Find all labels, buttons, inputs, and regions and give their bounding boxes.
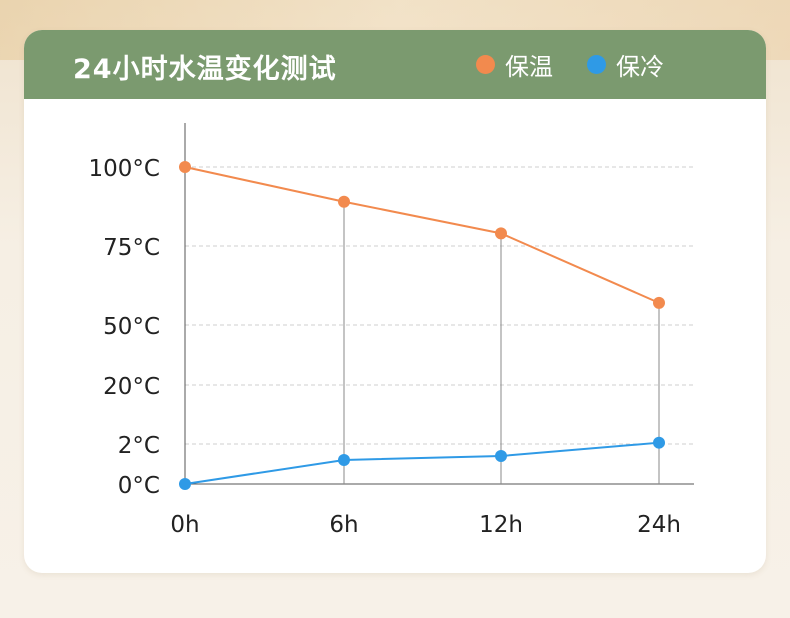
axis-layer [184,123,694,485]
legend-item-hot: 保温 [476,49,553,81]
legend-label-hot: 保温 [505,52,553,81]
data-point-cold [338,454,350,466]
series-layer [179,161,665,490]
y-tick-label: 75°C [103,235,160,261]
legend-dot-hot [476,54,495,74]
data-point-hot [653,296,665,309]
data-point-cold [653,436,665,449]
y-tick-label: 50°C [103,314,160,340]
y-tick-label: 100°C [89,156,160,182]
chart-header: 24小时水温变化测试 保温 保冷 [24,30,766,99]
legend-label-cold: 保冷 [616,52,664,81]
y-tick-label: 20°C [103,374,160,400]
grid-layer [185,166,694,445]
data-point-hot [495,227,507,240]
x-tick-label: 24h [637,512,681,538]
y-tick-label: 0°C [118,473,160,499]
series-line-cold [184,441,660,485]
data-point-hot [338,195,350,208]
y-tick-label: 2°C [118,433,160,459]
legend-dot-cold [587,54,606,74]
x-tick-label: 0h [170,512,199,538]
chart-title: 24小时水温变化测试 [73,54,337,85]
legend-item-cold: 保冷 [587,49,664,81]
label-layer: 0°C 2°C 20°C 50°C 75°C 100°C 0h 6h 12h 24h [89,156,681,538]
x-tick-label: 12h [479,512,523,538]
chart-card: 24小时水温变化测试 保温 保冷 0°C 2°C 20°C 50°C 75°C 100°C… [24,30,766,573]
data-point-cold [179,478,191,490]
data-point-cold [495,450,507,462]
x-tick-label: 6h [329,512,358,538]
data-point-hot [179,161,191,173]
series-line-hot [184,166,660,304]
line-chart: 0°C 2°C 20°C 50°C 75°C 100°C 0h 6h 12h 24h [89,123,694,538]
